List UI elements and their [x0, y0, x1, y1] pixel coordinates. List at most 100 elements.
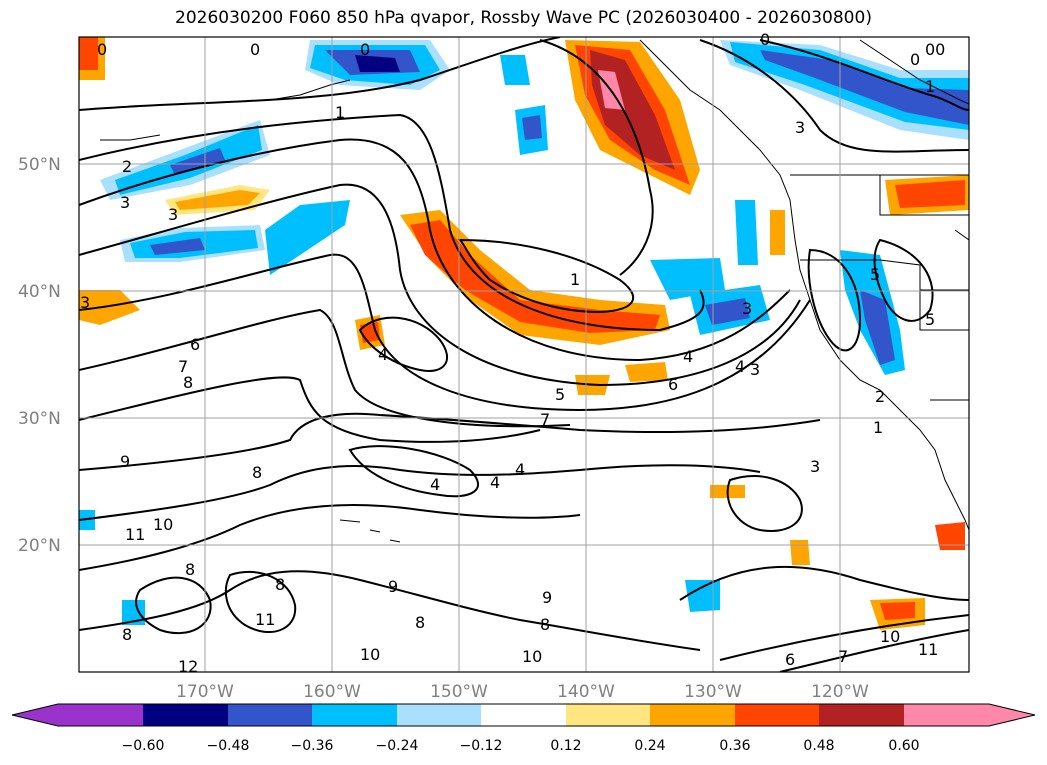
colorbar: [11, 703, 1036, 727]
map-title: 2026030200 F060 850 hPa qvapor, Rossby W…: [175, 8, 872, 28]
contour-label: 11: [125, 525, 145, 544]
contour-label: 0: [760, 30, 770, 49]
shade-mid-orange: [770, 210, 785, 255]
contour-label: 3: [795, 118, 805, 137]
contour-lines: [79, 37, 969, 672]
colorbar-segment: [397, 704, 481, 726]
colorbar-tick: −0.48: [207, 738, 250, 754]
contour-label: 10: [360, 645, 380, 664]
contour-label: 8: [275, 575, 285, 594]
contour-label: 12: [178, 657, 198, 676]
shade-nw-midleft-orange: [79, 290, 140, 325]
shade-top-royal3: [522, 115, 542, 140]
contour-label: 3: [810, 457, 820, 476]
contour-label: 1: [873, 418, 883, 437]
contour-label: 8: [122, 625, 132, 644]
colorbar-tick: 0.60: [888, 738, 919, 754]
shade-coast-royal: [860, 290, 895, 365]
contour-label: 8: [415, 613, 425, 632]
contour-label: 0: [97, 40, 107, 59]
shade-nw-blue3: [265, 200, 350, 275]
colorbar-segment: [566, 704, 650, 726]
contour-label: 8: [540, 615, 550, 634]
colorbar-tick: −0.60: [122, 738, 165, 754]
contour-label: 1: [925, 77, 935, 96]
contour-label: 00: [925, 40, 945, 59]
colorbar-tick: 0.24: [634, 738, 665, 754]
shade-top-blue2: [500, 55, 530, 85]
shade-mid-royal2: [705, 298, 750, 325]
colorbar-segment: [228, 704, 312, 726]
colorbar-segment: [312, 704, 397, 726]
contour-label: 8: [252, 463, 262, 482]
contour-label: 5: [870, 265, 880, 284]
lat-label: 40°N: [18, 282, 61, 302]
shade-mid-blue3: [735, 200, 758, 265]
lon-label: 160°W: [303, 682, 361, 702]
colorbar-segment: [481, 704, 566, 726]
colorbar-extend-high: [989, 704, 1035, 726]
contour-label: 6: [190, 335, 200, 354]
lon-label: 130°W: [684, 682, 742, 702]
contour-label: 3: [742, 299, 752, 318]
shade-ne-royal: [760, 50, 969, 125]
contour-label: 3: [120, 193, 130, 212]
contour-label: 0: [910, 50, 920, 69]
shade-s-red3: [880, 602, 915, 620]
contour-label: 3: [168, 205, 178, 224]
contour-label: 1: [570, 270, 580, 289]
colorbar-tick: −0.24: [376, 738, 419, 754]
contour-label: 3: [750, 360, 760, 379]
lat-label: 30°N: [18, 409, 61, 429]
contour-label: 5: [555, 385, 565, 404]
colorbar-outline: [11, 703, 1036, 727]
contour-label: 10: [880, 627, 900, 646]
plot-border: [78, 36, 970, 673]
colorbar-segment: [904, 704, 989, 726]
shade-mid-orange3: [625, 362, 668, 382]
shade-nw-royal: [170, 148, 225, 175]
contour-label: 4: [378, 345, 388, 364]
shade-s-orange: [790, 540, 810, 565]
contour-label: 10: [153, 515, 173, 534]
colorbar-tick: 0.48: [803, 738, 834, 754]
shade-nw-topleft-red: [79, 37, 98, 70]
colorbar-segment: [143, 704, 228, 726]
filled-contours: [79, 37, 969, 630]
contour-label: 9: [120, 452, 130, 471]
contour-label: 6: [668, 375, 678, 394]
shade-s-blue: [685, 580, 720, 612]
contour-label: 4: [735, 357, 745, 376]
lat-label: 50°N: [18, 155, 61, 175]
contour-label: 0: [250, 40, 260, 59]
lon-label: 170°W: [176, 682, 234, 702]
contour-label: 10: [522, 647, 542, 666]
shade-ne-red: [895, 180, 965, 208]
colorbar-ticks: −0.60 −0.48 −0.36 −0.24 −0.12 0.12 0.24 …: [122, 738, 920, 754]
contour-label: 4: [430, 475, 440, 494]
contour-label: 8: [185, 560, 195, 579]
contour-label: 9: [388, 577, 398, 596]
contour-label: 7: [178, 357, 188, 376]
contour-label: 2: [122, 157, 132, 176]
shade-top-navy: [355, 55, 400, 72]
coastlines: [100, 39, 969, 543]
shade-s-blue-left2: [122, 600, 145, 625]
contour-label: 8: [183, 373, 193, 392]
colorbar-extend-low: [12, 704, 58, 726]
contour-label: 11: [255, 610, 275, 629]
shade-nw-orange2: [175, 190, 260, 210]
contour-label: 7: [540, 410, 550, 429]
colorbar-segment: [58, 704, 143, 726]
contour-label: 6: [785, 650, 795, 669]
contour-label: 4: [683, 347, 693, 366]
lon-label: 140°W: [557, 682, 615, 702]
colorbar-segment: [735, 704, 819, 726]
colorbar-tick: −0.36: [291, 738, 334, 754]
contour-label: 4: [515, 460, 525, 479]
contour-label: 2: [875, 387, 885, 406]
colorbar-tick: −0.12: [460, 738, 503, 754]
contour-label: 7: [838, 647, 848, 666]
contour-label: 11: [918, 640, 938, 659]
